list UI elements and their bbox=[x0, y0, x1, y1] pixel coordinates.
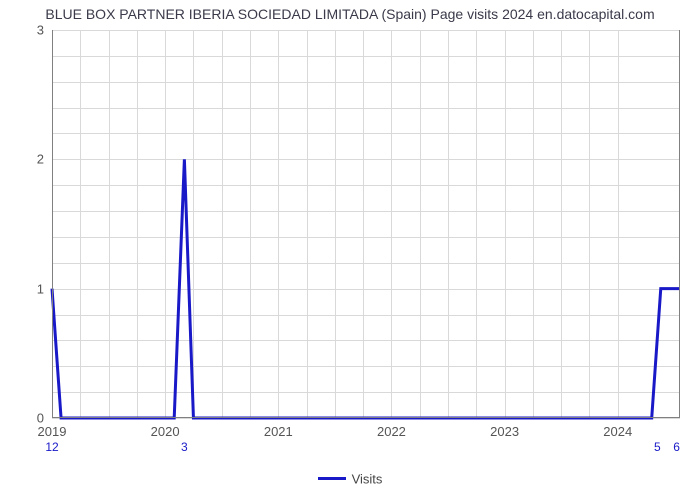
value-label: 6 bbox=[673, 440, 680, 454]
legend: Visits bbox=[0, 470, 700, 488]
chart-title: BLUE BOX PARTNER IBERIA SOCIEDAD LIMITAD… bbox=[0, 6, 700, 22]
x-tick-label: 2021 bbox=[264, 424, 293, 439]
line-layer bbox=[52, 30, 680, 418]
value-label: 12 bbox=[45, 440, 58, 454]
x-tick-label: 2022 bbox=[377, 424, 406, 439]
chart-container: { "chart": { "type": "line", "title": "B… bbox=[0, 0, 700, 500]
plot-area: 12356 0123 201920202021202220232024 bbox=[52, 30, 680, 418]
axis-left bbox=[52, 30, 53, 418]
value-label: 3 bbox=[181, 440, 188, 454]
visits-line bbox=[52, 159, 680, 418]
y-tick-label: 3 bbox=[37, 23, 44, 38]
legend-label: Visits bbox=[352, 471, 383, 486]
x-tick-label: 2019 bbox=[38, 424, 67, 439]
value-label: 5 bbox=[654, 440, 661, 454]
x-tick-label: 2024 bbox=[603, 424, 632, 439]
x-tick-label: 2020 bbox=[151, 424, 180, 439]
axis-bottom bbox=[52, 417, 680, 418]
axis-right bbox=[679, 30, 680, 418]
legend-swatch bbox=[318, 477, 346, 480]
y-tick-label: 2 bbox=[37, 152, 44, 167]
y-tick-label: 1 bbox=[37, 281, 44, 296]
x-tick-label: 2023 bbox=[490, 424, 519, 439]
